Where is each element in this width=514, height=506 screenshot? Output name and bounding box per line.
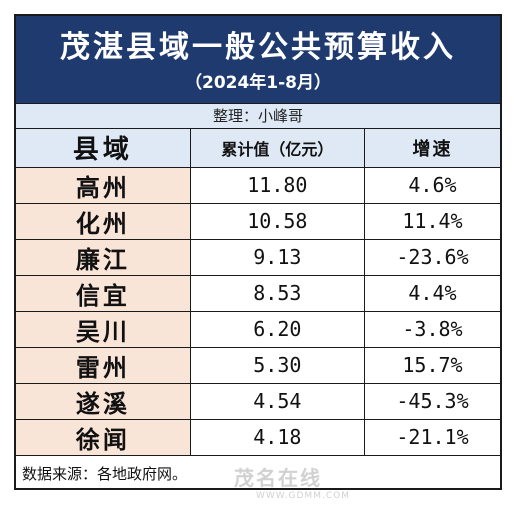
county-cell: 吴川 [16, 310, 191, 348]
watermark-url: WWW.GDMM.COM [256, 491, 350, 501]
value-cell: 4.54 [189, 382, 365, 420]
table-row: 高州 11.80 4.6% [16, 166, 500, 204]
table-title: 茂湛县域一般公共预算收入 [60, 30, 456, 65]
value-cell: 4.18 [189, 418, 365, 456]
value-cell: 11.80 [189, 166, 365, 204]
column-header-value: 累计值（亿元） [189, 129, 365, 168]
table-row: 遂溪 4.54 -45.3% [16, 382, 500, 420]
growth-cell: -3.8% [363, 310, 500, 348]
county-cell: 遂溪 [16, 382, 191, 420]
column-header-county: 县域 [16, 129, 191, 168]
table-row: 徐闻 4.18 -21.1% [16, 418, 500, 456]
growth-cell: 4.6% [363, 166, 500, 204]
county-cell: 信宜 [16, 274, 191, 312]
county-cell: 徐闻 [16, 418, 191, 456]
value-cell: 10.58 [189, 202, 365, 240]
table-subtitle: （2024年1-8月） [184, 73, 332, 93]
county-cell: 廉江 [16, 238, 191, 276]
growth-cell: -45.3% [363, 382, 500, 420]
growth-cell: 15.7% [363, 346, 500, 384]
growth-cell: 11.4% [363, 202, 500, 240]
table-row: 信宜 8.53 4.4% [16, 274, 500, 312]
header-row: 县域 累计值（亿元） 增速 [16, 129, 500, 168]
county-cell: 化州 [16, 202, 191, 240]
data-table: 县域 累计值（亿元） 增速 高州 11.80 4.6% 化州 10.58 11.… [16, 129, 500, 456]
title-banner: 茂湛县域一般公共预算收入 （2024年1-8月） [16, 16, 500, 103]
site-watermark: 茂名在线 WWW.GDMM.COM [216, 466, 386, 506]
county-cell: 高州 [16, 166, 191, 204]
column-header-growth: 增速 [363, 129, 500, 168]
table-frame: 茂湛县域一般公共预算收入 （2024年1-8月） 整理：小峰哥 县域 累计值（亿… [14, 14, 502, 501]
data-source-note: 数据来源：各地政府网。 [22, 465, 188, 483]
value-cell: 5.30 [189, 346, 365, 384]
compiler-credit: 整理：小峰哥 [16, 103, 500, 129]
watermark-name: 茂名在线 [234, 466, 322, 490]
table-row: 化州 10.58 11.4% [16, 202, 500, 240]
table-row: 廉江 9.13 -23.6% [16, 238, 500, 276]
value-cell: 9.13 [189, 238, 365, 276]
growth-cell: 4.4% [363, 274, 500, 312]
table-row: 吴川 6.20 -3.8% [16, 310, 500, 348]
table-row: 雷州 5.30 15.7% [16, 346, 500, 384]
growth-cell: -21.1% [363, 418, 500, 456]
growth-cell: -23.6% [363, 238, 500, 276]
county-cell: 雷州 [16, 346, 191, 384]
value-cell: 6.20 [189, 310, 365, 348]
value-cell: 8.53 [189, 274, 365, 312]
